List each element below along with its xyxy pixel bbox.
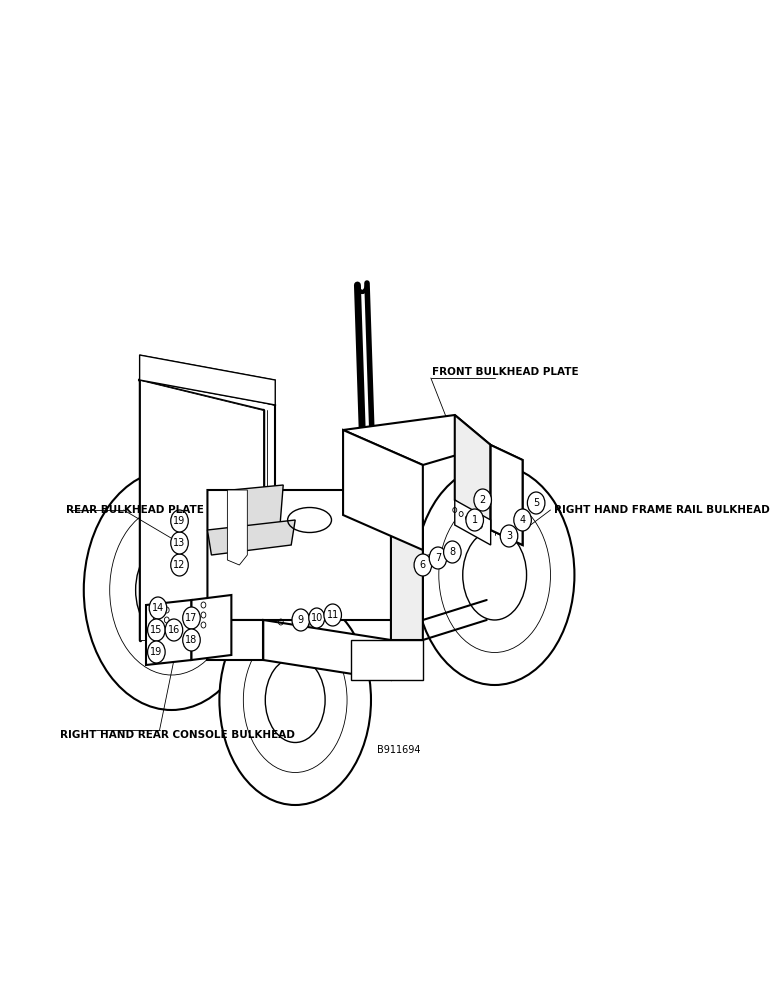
Circle shape bbox=[514, 509, 531, 531]
Text: 19: 19 bbox=[151, 647, 162, 657]
Polygon shape bbox=[208, 520, 295, 555]
Circle shape bbox=[474, 489, 492, 511]
Ellipse shape bbox=[219, 595, 371, 805]
Polygon shape bbox=[455, 500, 491, 545]
Polygon shape bbox=[263, 620, 391, 680]
Circle shape bbox=[414, 554, 432, 576]
Circle shape bbox=[309, 608, 325, 628]
Polygon shape bbox=[140, 355, 276, 405]
Text: 16: 16 bbox=[168, 625, 180, 635]
Text: 8: 8 bbox=[449, 547, 455, 557]
Text: 18: 18 bbox=[185, 635, 198, 645]
Polygon shape bbox=[391, 490, 423, 640]
Circle shape bbox=[147, 619, 165, 641]
Circle shape bbox=[171, 554, 188, 576]
Polygon shape bbox=[455, 415, 491, 530]
Text: 10: 10 bbox=[310, 613, 323, 623]
Circle shape bbox=[324, 604, 341, 626]
Text: RIGHT HAND FRAME RAIL BULKHEAD: RIGHT HAND FRAME RAIL BULKHEAD bbox=[554, 505, 770, 515]
Ellipse shape bbox=[84, 470, 259, 710]
Circle shape bbox=[165, 619, 183, 641]
Text: 6: 6 bbox=[420, 560, 426, 570]
Polygon shape bbox=[351, 640, 423, 680]
Polygon shape bbox=[228, 490, 247, 565]
Circle shape bbox=[171, 510, 188, 532]
Circle shape bbox=[500, 525, 518, 547]
Text: REAR BULKHEAD PLATE: REAR BULKHEAD PLATE bbox=[66, 505, 204, 515]
Text: 19: 19 bbox=[174, 516, 185, 526]
Polygon shape bbox=[491, 445, 523, 545]
Polygon shape bbox=[232, 485, 283, 540]
Circle shape bbox=[171, 532, 188, 554]
Polygon shape bbox=[491, 445, 523, 545]
Text: 12: 12 bbox=[174, 560, 186, 570]
Circle shape bbox=[147, 641, 165, 663]
Circle shape bbox=[466, 509, 483, 531]
Text: FRONT BULKHEAD PLATE: FRONT BULKHEAD PLATE bbox=[432, 367, 579, 377]
Text: 2: 2 bbox=[479, 495, 486, 505]
Circle shape bbox=[292, 609, 310, 631]
Polygon shape bbox=[208, 490, 423, 620]
Text: RIGHT HAND REAR CONSOLE BULKHEAD: RIGHT HAND REAR CONSOLE BULKHEAD bbox=[60, 730, 295, 740]
Circle shape bbox=[444, 541, 461, 563]
Circle shape bbox=[429, 547, 447, 569]
Text: 5: 5 bbox=[533, 498, 540, 508]
Text: 14: 14 bbox=[152, 603, 164, 613]
Text: 7: 7 bbox=[435, 553, 441, 563]
Text: 13: 13 bbox=[174, 538, 185, 548]
Polygon shape bbox=[140, 380, 263, 640]
Text: B911694: B911694 bbox=[378, 745, 421, 755]
Text: 15: 15 bbox=[151, 625, 163, 635]
Text: 3: 3 bbox=[506, 531, 512, 541]
Polygon shape bbox=[208, 620, 263, 660]
Circle shape bbox=[527, 492, 545, 514]
Polygon shape bbox=[343, 430, 423, 550]
Ellipse shape bbox=[415, 465, 574, 685]
Text: 1: 1 bbox=[472, 515, 478, 525]
Circle shape bbox=[149, 597, 167, 619]
Circle shape bbox=[183, 629, 200, 651]
Polygon shape bbox=[146, 600, 191, 665]
Text: 4: 4 bbox=[520, 515, 526, 525]
Polygon shape bbox=[191, 595, 232, 660]
Text: 11: 11 bbox=[327, 610, 339, 620]
Polygon shape bbox=[343, 415, 491, 465]
Text: 9: 9 bbox=[298, 615, 304, 625]
Text: 17: 17 bbox=[185, 613, 198, 623]
Circle shape bbox=[183, 607, 200, 629]
